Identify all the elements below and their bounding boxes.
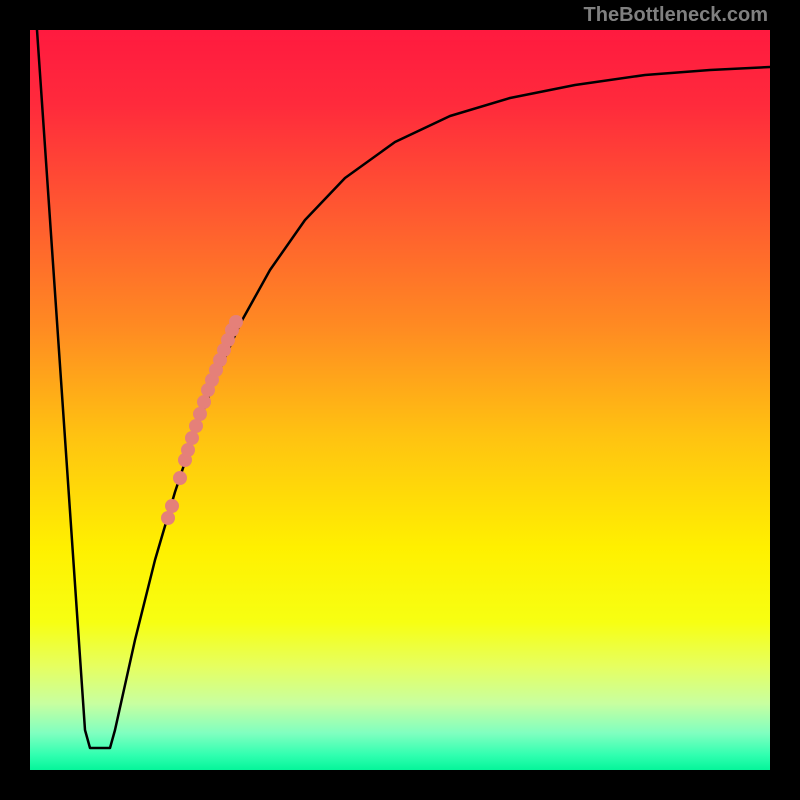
watermark-text: TheBottleneck.com xyxy=(584,4,768,26)
chart-black-frame xyxy=(0,0,800,800)
watermark-label: TheBottleneck.com xyxy=(584,4,768,27)
